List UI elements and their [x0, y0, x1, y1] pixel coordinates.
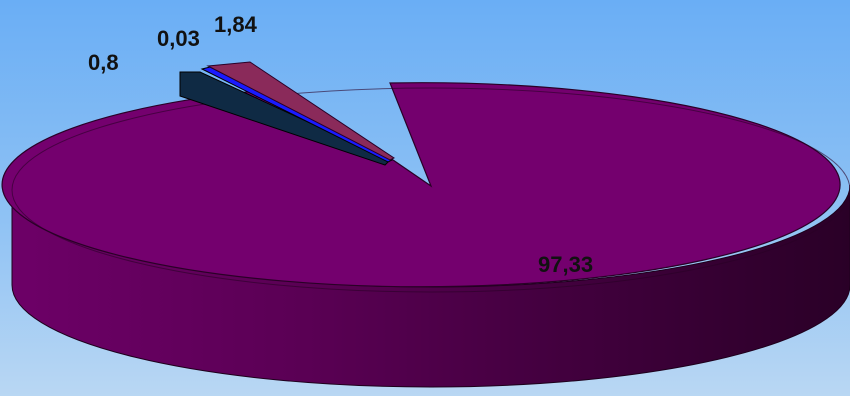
pie-slice-main	[1, 82, 841, 288]
data-label-2: 0,03	[157, 26, 200, 51]
data-label-0: 97,33	[538, 252, 593, 277]
data-label-3: 1,84	[214, 12, 258, 37]
pie-slice-blue	[200, 66, 394, 163]
pie-slice-maroon	[206, 61, 395, 161]
pie-slice-navy	[179, 71, 391, 166]
data-label-1: 0,8	[88, 50, 119, 75]
pie-top-edge	[11, 87, 850, 293]
